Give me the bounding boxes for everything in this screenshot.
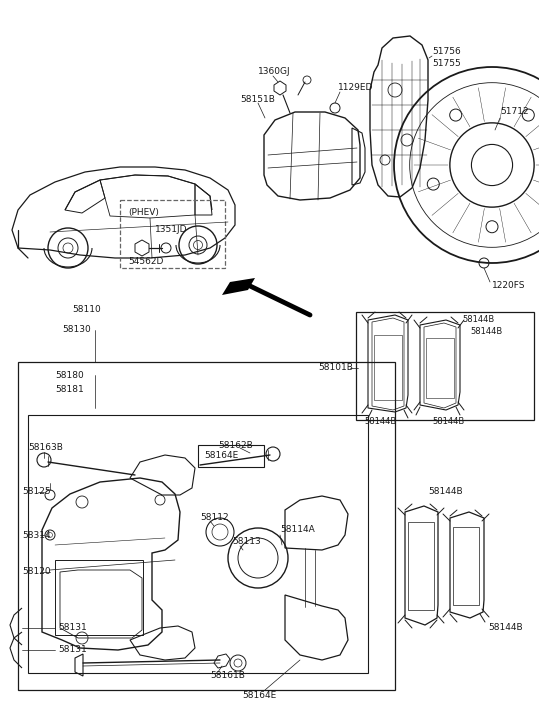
- Text: 1360GJ: 1360GJ: [258, 68, 291, 76]
- Text: 58110: 58110: [72, 305, 101, 315]
- Text: 58151B: 58151B: [240, 95, 275, 105]
- Text: 58113: 58113: [232, 537, 261, 547]
- Text: 58114A: 58114A: [280, 526, 315, 534]
- Text: 1351JD: 1351JD: [155, 225, 188, 235]
- Bar: [374, 335, 402, 400]
- Text: 58130: 58130: [62, 326, 91, 334]
- Text: 58164E: 58164E: [204, 451, 238, 460]
- Text: 58181: 58181: [55, 385, 84, 395]
- Text: 58120: 58120: [22, 568, 51, 577]
- Bar: [356, 312, 534, 420]
- Text: (PHEV): (PHEV): [128, 207, 159, 217]
- Text: 51756: 51756: [432, 47, 461, 57]
- Text: 58144B: 58144B: [462, 316, 494, 324]
- Text: 58164E: 58164E: [242, 691, 277, 699]
- Text: 58144B: 58144B: [470, 327, 502, 337]
- Text: 58163B: 58163B: [28, 443, 63, 452]
- Text: 1220FS: 1220FS: [492, 281, 526, 291]
- Bar: [453, 527, 479, 605]
- Text: 58125: 58125: [22, 488, 51, 497]
- Text: 58162B: 58162B: [218, 441, 253, 449]
- Text: 58144B: 58144B: [432, 417, 464, 427]
- Text: 58112: 58112: [200, 513, 229, 523]
- Text: 58144B: 58144B: [488, 624, 523, 632]
- Text: 1129ED: 1129ED: [338, 84, 374, 92]
- Bar: [426, 338, 454, 398]
- Text: 58144B: 58144B: [364, 417, 396, 427]
- Text: 58161B: 58161B: [210, 672, 245, 680]
- Text: 51712: 51712: [500, 108, 529, 116]
- Bar: [408, 522, 434, 610]
- Text: 58131: 58131: [58, 646, 87, 654]
- Text: 58144B: 58144B: [428, 488, 462, 497]
- Polygon shape: [222, 278, 255, 295]
- Text: 58101B: 58101B: [318, 364, 353, 372]
- Text: 58180: 58180: [55, 371, 84, 379]
- Text: 58314: 58314: [22, 531, 51, 539]
- Bar: [18, 362, 395, 690]
- Bar: [120, 200, 225, 268]
- Text: 58131: 58131: [58, 624, 87, 632]
- Bar: [55, 560, 143, 635]
- Text: 51755: 51755: [432, 60, 461, 68]
- Text: 54562D: 54562D: [128, 257, 163, 267]
- Bar: [28, 415, 368, 673]
